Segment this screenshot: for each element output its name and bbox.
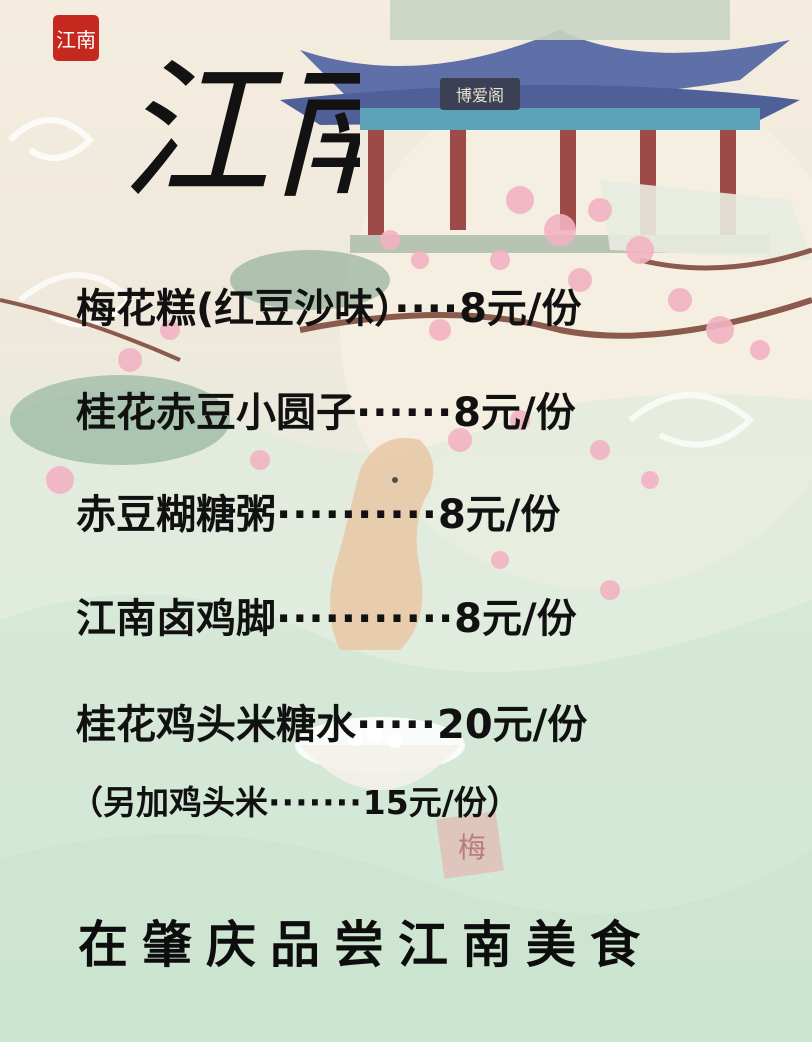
menu-item-name: 梅花糕(红豆沙味） (76, 286, 395, 332)
menu-item-dots: ·········· (276, 492, 438, 538)
menu-item: 桂花鸡头米糖水·····20元/份 (76, 692, 587, 750)
pavilion-sign: 博爱阁 (456, 86, 504, 105)
menu-item-name: 赤豆糊糖粥 (76, 492, 276, 538)
menu-item: 江南卤鸡脚···········8元/份 (76, 586, 577, 644)
seal-stamp-icon: 江南 (53, 15, 99, 61)
menu-item: 赤豆糊糖粥··········8元/份 (76, 482, 560, 540)
svg-text:博爱阁: 博爱阁 (456, 86, 504, 105)
menu-item-price: 8元/份 (459, 286, 582, 332)
svg-text:江南: 江南 (56, 28, 96, 52)
menu-item-price: 8元/份 (453, 390, 576, 436)
menu-extra-open: （ (70, 783, 103, 822)
slogan: 在肇庆品尝江南美食 (78, 916, 654, 974)
menu-item-dots: ···· (394, 286, 460, 332)
menu-item-price: 20元/份 (436, 702, 588, 748)
menu-item-price: 8元/份 (437, 492, 561, 538)
plum-label: 梅 (458, 831, 486, 864)
menu-extra-close: ） (486, 783, 520, 822)
svg-text:梅: 梅 (458, 831, 486, 864)
menu-item: 桂花赤豆小圆子······8元/份 (76, 380, 576, 438)
menu-item-dots: ······ (356, 390, 454, 436)
deer-illustration (330, 438, 434, 650)
menu-extra-price: 15元/份 (362, 783, 487, 822)
menu-item-dots: ··········· (276, 596, 455, 642)
menu-item: 梅花糕(红豆沙味）····8元/份 (76, 276, 582, 334)
menu-item-name: 江南卤鸡脚 (76, 596, 276, 642)
menu-extra-dots: ······· (268, 783, 363, 822)
menu-extra: （另加鸡头米·······15元/份） (70, 776, 520, 824)
menu-item-price: 8元/份 (454, 596, 577, 642)
menu-item-name: 桂花赤豆小圆子 (76, 390, 356, 436)
menu-item-dots: ····· (356, 702, 437, 748)
menu-extra-name: 另加鸡头米 (103, 783, 268, 822)
blossoms (46, 186, 770, 600)
menu-item-name: 桂花鸡头米糖水 (76, 702, 356, 748)
pavilion-illustration (280, 0, 812, 260)
